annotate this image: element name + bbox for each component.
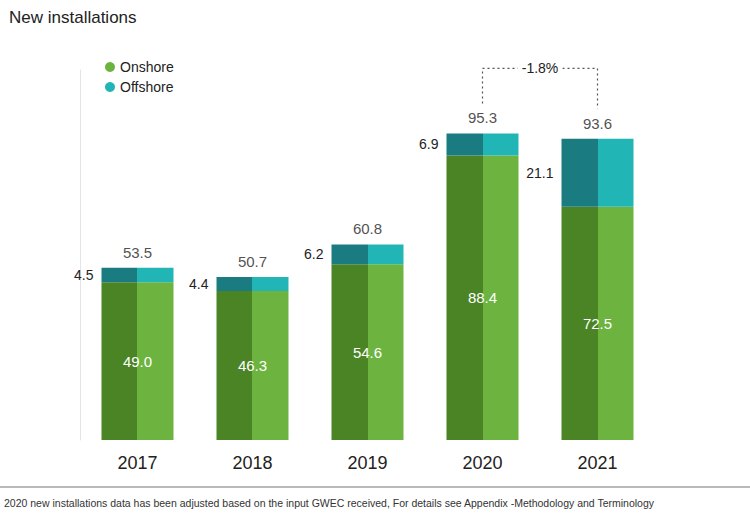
svg-text:2020 new installations data ha: 2020 new installations data has been adj… xyxy=(4,497,655,509)
svg-text:53.5: 53.5 xyxy=(123,244,152,261)
svg-text:88.4: 88.4 xyxy=(468,289,497,306)
svg-text:93.6: 93.6 xyxy=(583,115,612,132)
svg-text:2021: 2021 xyxy=(577,453,617,473)
svg-text:72.5: 72.5 xyxy=(583,315,612,332)
svg-text:-1.8%: -1.8% xyxy=(522,60,559,76)
svg-text:New installations: New installations xyxy=(9,8,137,27)
svg-text:4.5: 4.5 xyxy=(74,267,94,283)
svg-text:Offshore: Offshore xyxy=(120,79,174,95)
svg-text:4.4: 4.4 xyxy=(189,276,209,292)
svg-text:2019: 2019 xyxy=(347,453,387,473)
svg-text:46.3: 46.3 xyxy=(238,357,267,374)
svg-text:60.8: 60.8 xyxy=(353,220,382,237)
svg-text:50.7: 50.7 xyxy=(238,253,267,270)
svg-text:6.9: 6.9 xyxy=(419,136,439,152)
svg-text:95.3: 95.3 xyxy=(468,109,497,126)
svg-text:Onshore: Onshore xyxy=(120,59,174,75)
svg-text:6.2: 6.2 xyxy=(304,246,324,262)
svg-text:49.0: 49.0 xyxy=(123,353,152,370)
svg-text:2020: 2020 xyxy=(462,453,502,473)
svg-text:2017: 2017 xyxy=(117,453,157,473)
svg-text:21.1: 21.1 xyxy=(526,165,553,181)
svg-text:54.6: 54.6 xyxy=(353,344,382,361)
svg-text:2018: 2018 xyxy=(232,453,272,473)
